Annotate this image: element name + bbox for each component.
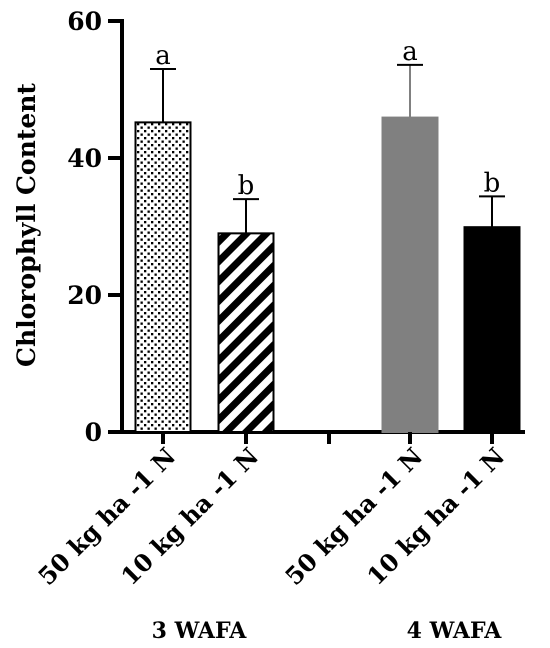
category-label-2-2: 10 kg ha -1 N [361,442,510,591]
bar-1-1 [134,121,192,433]
significance-letter-1-2: b [238,171,255,201]
significance-letter-2-2: b [484,168,501,198]
group-label-1: 3 WAFA [152,618,248,644]
bar-2-2 [463,226,521,433]
group-label-2: 4 WAFA [407,618,503,644]
y-tick-label-40: 40 [67,144,102,173]
y-axis-label: Chlorophyll Content [12,83,41,367]
category-label-1-1: 50 kg ha -1 N [32,442,181,591]
category-label-2-1: 50 kg ha -1 N [279,442,428,591]
y-tick-label-20: 20 [67,281,102,310]
y-tick-label-60: 60 [67,7,102,36]
bar-1-2 [217,232,275,433]
significance-letter-1-1: a [155,41,171,71]
bar-2-1 [381,116,439,434]
group-labels: 3 WAFA 4 WAFA [152,618,503,644]
y-tick-label-0: 0 [85,418,102,447]
significance-letter-2-1: a [402,37,418,67]
category-labels: 50 kg ha -1 N10 kg ha -1 N 50 kg ha -1 N1… [32,432,510,591]
bars: a b a b [134,37,521,434]
